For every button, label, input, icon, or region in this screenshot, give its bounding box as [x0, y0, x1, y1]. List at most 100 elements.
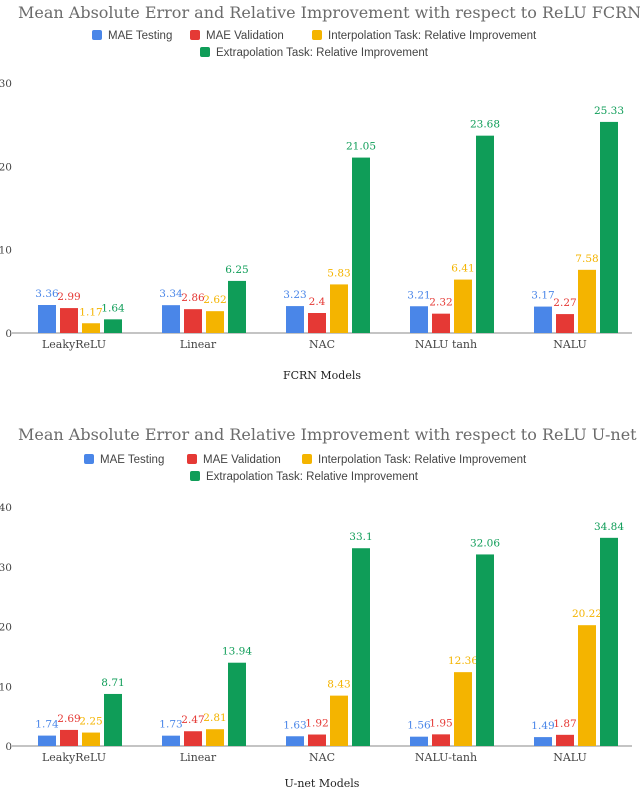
fcrn-data-label-1-1: 2.86: [181, 292, 205, 304]
fcrn-chart: Mean Absolute Error and Relative Improve…: [0, 3, 640, 382]
fcrn-data-label-3-0: 1.64: [101, 302, 125, 314]
unet-data-label-1-2: 1.92: [305, 718, 328, 730]
fcrn-data-label-0-3: 3.21: [407, 289, 430, 301]
unet-bar-2-2: [330, 695, 348, 746]
fcrn-bar-2-0: [82, 323, 100, 333]
unet-bar-3-0: [104, 693, 122, 746]
unet-bar-3-4: [600, 537, 618, 746]
unet-legend-swatch-3: [190, 471, 200, 481]
unet-chart-title: Mean Absolute Error and Relative Improve…: [18, 425, 637, 444]
fcrn-ytick-3: 30: [0, 78, 12, 90]
fcrn-data-label-3-3: 23.68: [470, 119, 500, 131]
unet-category-label-4: NALU: [553, 751, 587, 764]
unet-ytick-4: 40: [0, 502, 12, 514]
fcrn-legend-label-2: Interpolation Task: Relative Improvement: [328, 30, 537, 42]
fcrn-bar-2-2: [330, 284, 348, 333]
fcrn-data-label-3-4: 25.33: [594, 105, 624, 117]
fcrn-legend-label-0: MAE Testing: [108, 30, 172, 42]
fcrn-ytick-1: 10: [0, 245, 12, 257]
fcrn-bar-3-1: [228, 280, 246, 333]
fcrn-chart-title: Mean Absolute Error and Relative Improve…: [18, 3, 640, 22]
unet-bar-1-1: [184, 731, 202, 746]
fcrn-category-label-3: NALU tanh: [415, 338, 477, 351]
unet-legend-swatch-1: [187, 454, 197, 464]
fcrn-legend-swatch-2: [312, 30, 322, 40]
unet-data-label-2-2: 8.43: [327, 679, 350, 691]
fcrn-bar-3-2: [352, 157, 370, 333]
unet-bar-3-2: [352, 548, 370, 746]
unet-legend-swatch-2: [302, 454, 312, 464]
unet-legend-label-1: MAE Validation: [203, 454, 281, 466]
unet-data-label-0-4: 1.49: [531, 720, 554, 732]
unet-data-label-0-1: 1.73: [159, 719, 182, 731]
fcrn-bar-2-4: [578, 269, 596, 333]
fcrn-category-label-2: NAC: [309, 338, 335, 351]
unet-data-label-2-4: 20.22: [572, 608, 602, 620]
fcrn-bar-0-0: [38, 305, 56, 333]
fcrn-data-label-1-4: 2.27: [553, 297, 576, 309]
unet-category-label-1: Linear: [180, 751, 217, 764]
unet-bar-0-3: [410, 736, 428, 746]
unet-bar-0-2: [286, 736, 304, 746]
fcrn-bar-2-3: [454, 279, 472, 333]
unet-bar-3-3: [476, 554, 494, 746]
unet-bar-2-3: [454, 672, 472, 746]
unet-data-label-1-4: 1.87: [553, 718, 576, 730]
unet-data-label-2-0: 2.25: [79, 716, 102, 728]
fcrn-legend-swatch-3: [200, 47, 210, 57]
unet-category-label-2: NAC: [309, 751, 335, 764]
fcrn-bar-0-3: [410, 306, 428, 333]
unet-ytick-1: 10: [0, 681, 12, 693]
unet-data-label-3-1: 13.94: [222, 646, 252, 658]
unet-bar-2-0: [82, 732, 100, 746]
fcrn-data-label-3-2: 21.05: [346, 141, 376, 153]
fcrn-ytick-0: 0: [5, 328, 12, 340]
fcrn-ytick-2: 20: [0, 161, 12, 173]
unet-category-label-3: NALU-tanh: [415, 751, 477, 764]
unet-bar-1-0: [60, 729, 78, 746]
unet-data-label-1-3: 1.95: [429, 717, 452, 729]
unet-data-label-2-3: 12.36: [448, 655, 478, 667]
fcrn-bar-1-0: [60, 308, 78, 333]
unet-data-label-1-1: 2.47: [181, 714, 204, 726]
fcrn-bar-3-3: [476, 135, 494, 333]
unet-data-label-3-3: 32.06: [470, 537, 500, 549]
unet-ytick-3: 30: [0, 562, 12, 574]
fcrn-legend-label-1: MAE Validation: [206, 30, 284, 42]
fcrn-data-label-2-0: 1.17: [79, 306, 102, 318]
unet-bar-3-1: [228, 662, 246, 746]
unet-bar-1-4: [556, 734, 574, 746]
unet-data-label-0-0: 1.74: [35, 719, 59, 731]
fcrn-category-label-1: Linear: [180, 338, 217, 351]
fcrn-category-label-4: NALU: [553, 338, 587, 351]
unet-legend-label-3: Extrapolation Task: Relative Improvement: [206, 471, 419, 483]
unet-bar-0-1: [162, 735, 180, 746]
fcrn-data-label-0-4: 3.17: [531, 290, 554, 302]
fcrn-data-label-2-4: 7.58: [575, 253, 598, 265]
unet-data-label-3-2: 33.1: [349, 531, 372, 543]
unet-data-label-0-3: 1.56: [407, 720, 431, 732]
fcrn-legend-swatch-1: [190, 30, 200, 40]
unet-data-label-3-0: 8.71: [101, 677, 124, 689]
unet-data-label-0-2: 1.63: [283, 719, 306, 731]
fcrn-x-axis-title: FCRN Models: [283, 369, 361, 382]
unet-bar-1-2: [308, 734, 326, 746]
fcrn-bar-1-3: [432, 313, 450, 333]
unet-category-label-0: LeakyReLU: [42, 751, 106, 764]
fcrn-data-label-0-0: 3.36: [35, 288, 59, 300]
fcrn-bar-3-0: [104, 319, 122, 333]
fcrn-legend-swatch-0: [92, 30, 102, 40]
unet-bar-0-4: [534, 737, 552, 746]
fcrn-data-label-2-3: 6.41: [451, 263, 474, 275]
fcrn-bar-3-4: [600, 121, 618, 334]
fcrn-bar-1-4: [556, 314, 574, 333]
fcrn-data-label-0-2: 3.23: [283, 289, 306, 301]
fcrn-bar-0-2: [286, 306, 304, 333]
unet-data-label-2-1: 2.81: [203, 712, 226, 724]
fcrn-bar-1-1: [184, 309, 202, 333]
unet-legend-swatch-0: [84, 454, 94, 464]
unet-legend-label-0: MAE Testing: [100, 454, 164, 466]
unet-data-label-3-4: 34.84: [594, 521, 624, 533]
unet-x-axis-title: U-net Models: [285, 777, 360, 790]
